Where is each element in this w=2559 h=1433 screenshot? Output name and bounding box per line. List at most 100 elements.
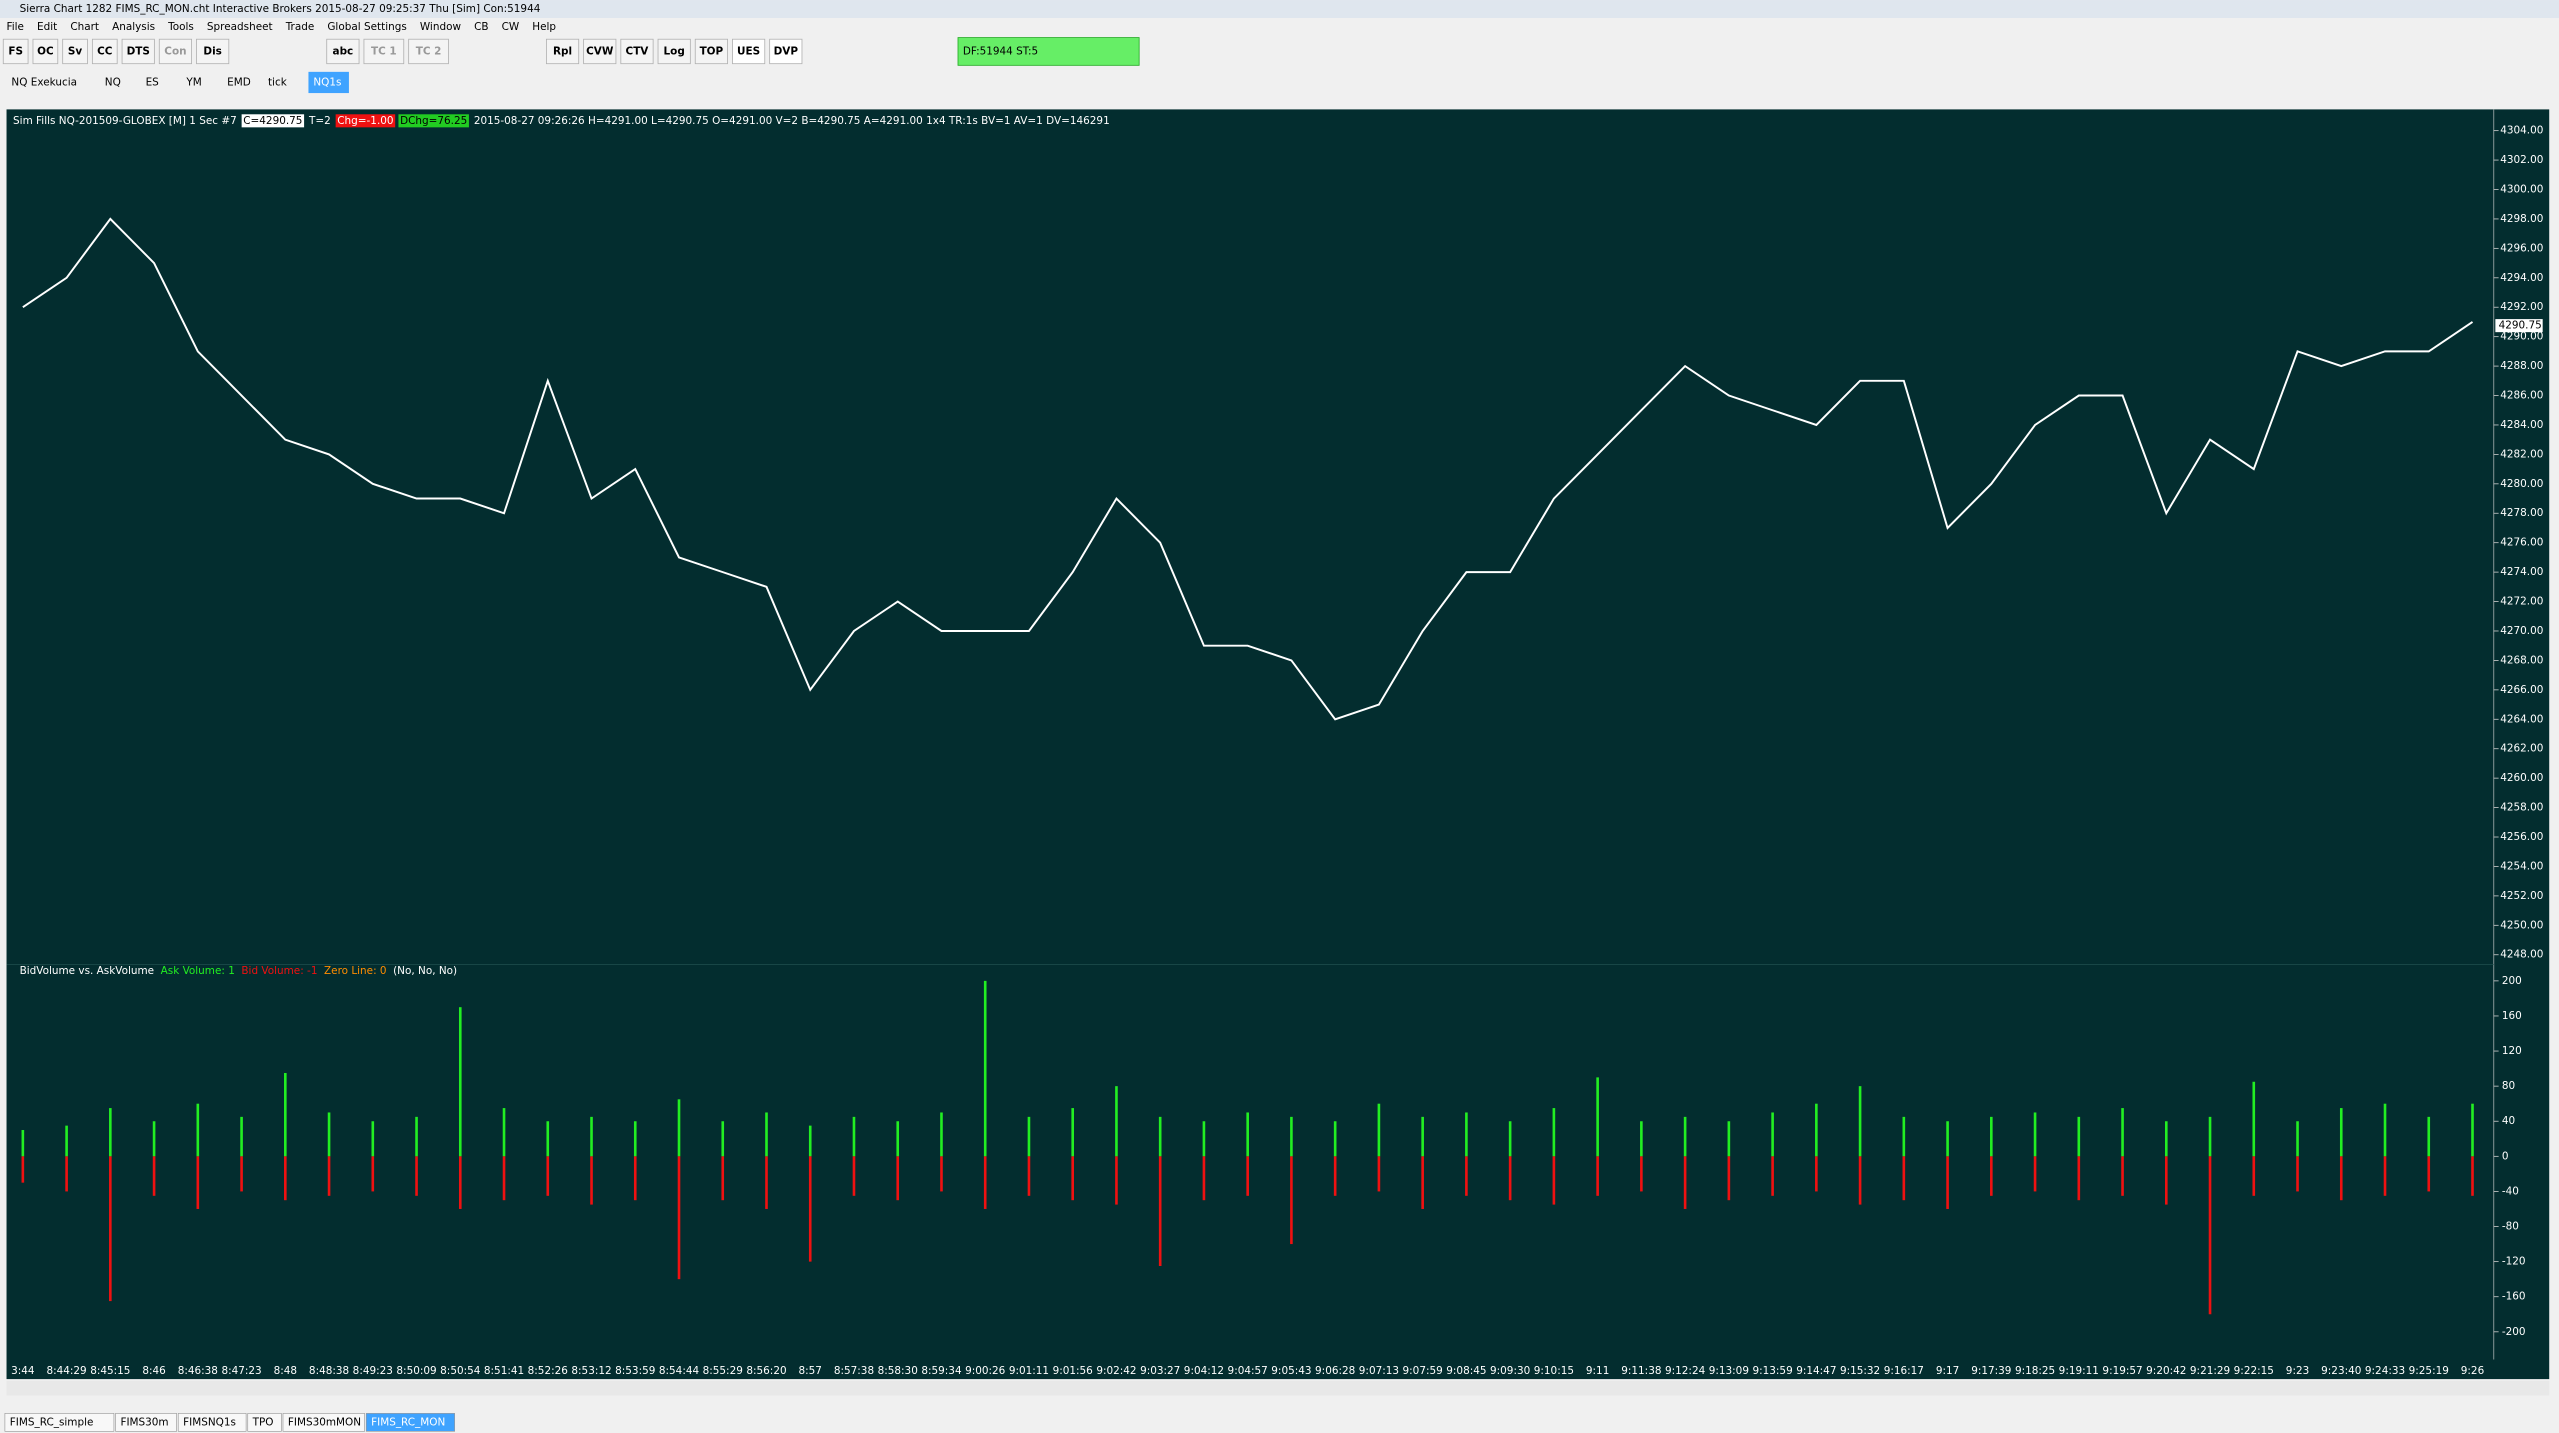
x-tick-label: 8:57:38 (834, 1365, 874, 1377)
volume-bar (458, 1156, 462, 1209)
chart-tab[interactable] (308, 71, 349, 94)
volume-bar (1027, 1116, 1031, 1157)
toolbar-button[interactable] (91, 38, 118, 65)
chart-tab[interactable] (140, 71, 177, 94)
volume-bar (808, 1156, 812, 1262)
toolbar-button[interactable] (121, 38, 155, 65)
menu-item[interactable]: Analysis (112, 21, 155, 33)
toolbar-button[interactable] (694, 38, 728, 65)
sheet-tab-label[interactable]: FIMSNQ1s (183, 1416, 236, 1428)
toolbar-button[interactable] (408, 38, 449, 65)
toolbar-label[interactable]: TOP (700, 45, 724, 57)
chart-tab-label[interactable]: NQ (105, 76, 121, 88)
toolbar-label[interactable]: Sv (68, 45, 83, 57)
toolbar-label[interactable]: DTS (127, 45, 150, 57)
y-tick-label: 4268.00 (2500, 654, 2543, 666)
menu-item[interactable]: Tools (167, 21, 194, 33)
toolbar-button[interactable] (769, 38, 803, 65)
menu-item[interactable]: Trade (285, 21, 315, 33)
menu-item[interactable]: Spreadsheet (207, 21, 273, 33)
toolbar-button[interactable] (732, 38, 766, 65)
menu-item[interactable]: CB (474, 21, 488, 33)
toolbar-label[interactable]: FS (8, 45, 23, 57)
toolbar-label[interactable]: Con (164, 45, 186, 57)
sheet-tab-label[interactable]: FIMS30mMON (288, 1416, 361, 1428)
y-tick-label: -120 (2502, 1256, 2526, 1268)
menu-bar (0, 17, 2559, 36)
toolbar-button[interactable] (657, 38, 691, 65)
volume-bar (1202, 1121, 1206, 1157)
chart-tab-label[interactable]: EMD (227, 76, 251, 88)
chart-tab-label[interactable]: NQ1s (313, 76, 341, 88)
toolbar-label[interactable]: Log (664, 45, 685, 57)
sheet-tab[interactable] (177, 1413, 247, 1432)
toolbar-button[interactable] (32, 38, 59, 65)
chart-tab-label[interactable]: NQ Exekucia (11, 76, 77, 88)
status-text: DF:51944 ST:5 (963, 45, 1038, 57)
scrollbar[interactable] (6, 1380, 2550, 1396)
toolbar-label[interactable]: abc (333, 45, 354, 57)
toolbar-label[interactable]: CC (97, 45, 112, 57)
toolbar-label[interactable]: Rpl (553, 45, 572, 57)
sheet-tab-label[interactable]: FIMS30m (120, 1416, 168, 1428)
sheet-tab-label[interactable]: FIMS_RC_MON (371, 1416, 445, 1428)
chart-tab[interactable] (99, 71, 136, 94)
chart-tab[interactable] (181, 71, 218, 94)
toolbar-label[interactable]: UES (737, 45, 760, 57)
volume-bar (2427, 1156, 2431, 1192)
toolbar-button[interactable] (620, 38, 654, 65)
volume-bar (21, 1156, 25, 1183)
toolbar-button[interactable] (2, 38, 29, 65)
menu-item[interactable]: CW (502, 21, 520, 33)
volume-bar (1158, 1116, 1162, 1157)
sheet-tab[interactable] (4, 1413, 115, 1432)
menu-item[interactable]: Chart (70, 21, 99, 33)
volume-header: BidVolume vs. AskVolume (20, 965, 155, 977)
toolbar-label[interactable]: CTV (626, 45, 650, 57)
menu-item[interactable]: Global Settings (327, 21, 406, 33)
toolbar-label[interactable]: Dis (203, 45, 221, 57)
y-tick-label: 4252.00 (2500, 890, 2543, 902)
menu-item[interactable]: Edit (37, 21, 57, 33)
toolbar-label[interactable]: DVP (774, 45, 799, 57)
menu-item[interactable]: File (7, 21, 24, 33)
sheet-tab[interactable] (115, 1413, 177, 1432)
chart-tab[interactable] (6, 71, 95, 94)
sheet-tab[interactable] (365, 1413, 456, 1432)
volume-bar (1421, 1116, 1424, 1157)
toolbar-button[interactable] (363, 38, 405, 65)
chart-tab-label[interactable]: ES (146, 76, 160, 88)
toolbar-label[interactable]: OC (37, 45, 54, 57)
volume-bar (1815, 1156, 1818, 1192)
y-tick-label: 4258.00 (2500, 802, 2543, 814)
chart-tab[interactable] (222, 71, 259, 94)
toolbar-label[interactable]: TC 1 (371, 45, 397, 57)
chart-tab-label[interactable]: tick (268, 76, 288, 88)
volume-bar (21, 1130, 25, 1157)
toolbar-button[interactable] (545, 38, 580, 65)
volume-bar (765, 1112, 768, 1157)
volume-bar (1858, 1156, 1862, 1205)
y-tick-label: 4250.00 (2500, 919, 2543, 931)
toolbar-button[interactable] (326, 38, 360, 65)
menu-item[interactable]: Window (420, 21, 462, 33)
chart-tab-label[interactable]: YM (185, 76, 201, 88)
volume-bar (765, 1156, 768, 1209)
y-tick-label: 4274.00 (2500, 566, 2543, 578)
toolbar-label[interactable]: TC 2 (416, 45, 442, 57)
sheet-tab-label[interactable]: TPO (252, 1416, 274, 1428)
toolbar-button[interactable] (583, 38, 617, 65)
chart-tab[interactable] (263, 71, 304, 94)
x-tick-label: 8:59:34 (921, 1365, 962, 1377)
toolbar-button[interactable] (62, 38, 88, 65)
toolbar-button[interactable] (158, 38, 193, 65)
x-tick-label: 9:17 (1936, 1365, 1959, 1377)
menu-item[interactable]: Help (532, 21, 556, 33)
sheet-tab-label[interactable]: FIMS_RC_simple (10, 1416, 94, 1428)
toolbar-button[interactable] (196, 38, 230, 65)
x-tick-label: 9:01:11 (1009, 1365, 1049, 1377)
sheet-tab[interactable] (247, 1413, 282, 1432)
toolbar-label[interactable]: CVW (586, 45, 614, 57)
y-tick-label: 4290.00 (2500, 331, 2543, 343)
sheet-tab[interactable] (282, 1413, 365, 1432)
